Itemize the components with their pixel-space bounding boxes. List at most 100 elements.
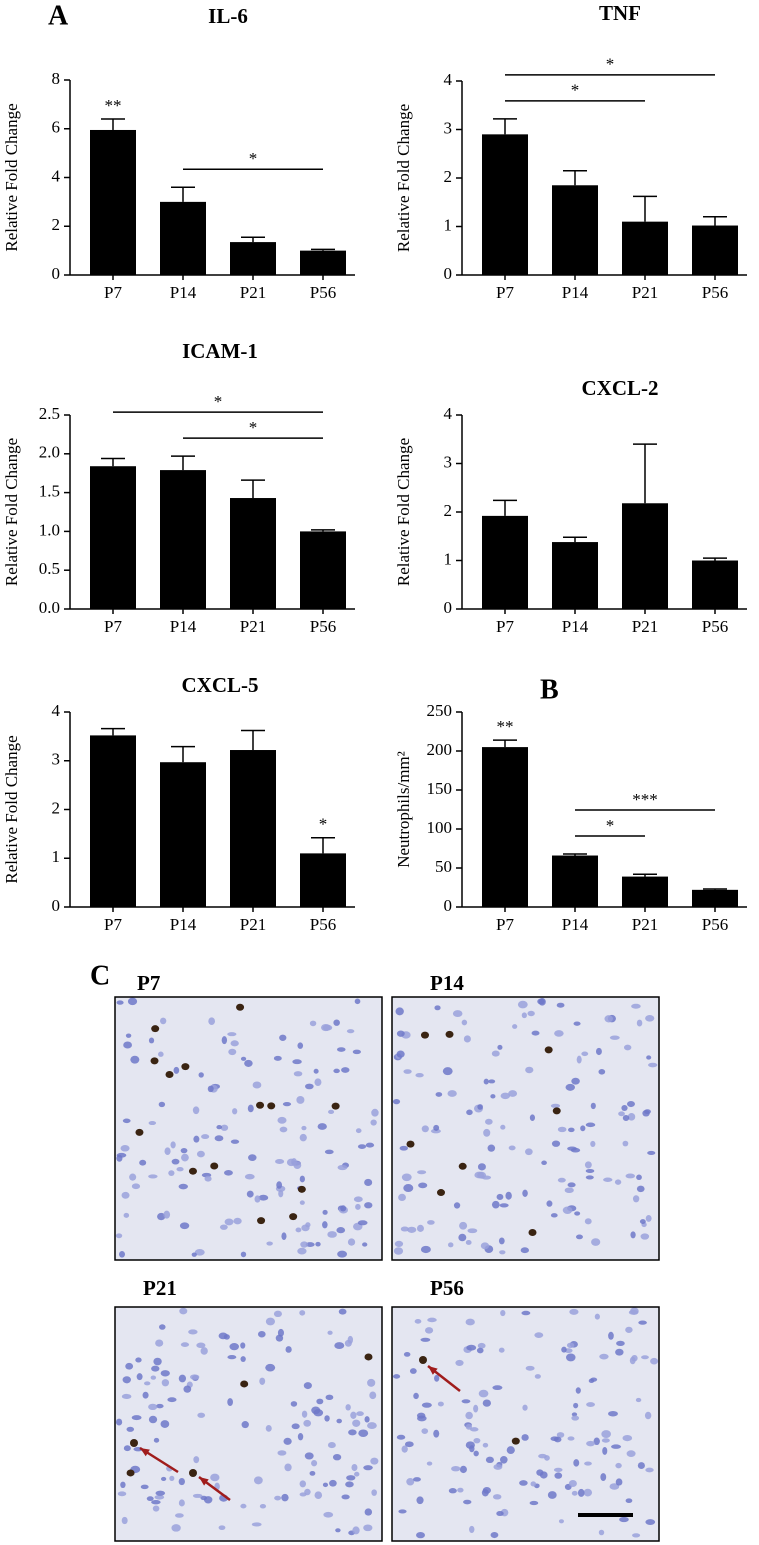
cell-nucleus	[371, 1489, 377, 1496]
cell-nucleus	[129, 1173, 137, 1181]
cell-nucleus	[191, 1252, 197, 1257]
cell-nucleus	[568, 1479, 577, 1488]
cell-nucleus	[414, 1319, 422, 1324]
cell-nucleus	[316, 1398, 324, 1405]
cell-nucleus	[180, 1342, 190, 1347]
x-tick-label: P56	[702, 915, 728, 934]
neutrophil	[297, 1185, 306, 1193]
significance: *	[249, 149, 258, 168]
cell-nucleus	[230, 1139, 240, 1144]
cell-nucleus	[571, 1415, 580, 1421]
cell-nucleus	[171, 1158, 180, 1165]
bar	[300, 250, 346, 275]
cell-nucleus	[281, 1493, 289, 1502]
bar	[482, 747, 528, 907]
y-tick-label: 0.5	[39, 559, 60, 578]
bar	[90, 466, 136, 609]
neutrophil	[135, 1128, 144, 1136]
neutrophil	[130, 1439, 138, 1447]
cell-nucleus	[571, 1412, 578, 1417]
cell-nucleus	[303, 1419, 312, 1427]
arrow-head	[428, 1366, 438, 1375]
cell-nucleus	[463, 1499, 472, 1505]
y-tick-label: 50	[435, 857, 452, 876]
cell-nucleus	[214, 1135, 224, 1142]
cell-nucleus	[341, 1067, 350, 1073]
cell-nucleus	[585, 1168, 595, 1173]
cell-nucleus	[159, 1017, 167, 1025]
cell-nucleus	[347, 1238, 356, 1246]
cell-nucleus	[556, 1432, 565, 1438]
micrograph-label: P14	[430, 971, 464, 995]
cell-nucleus	[297, 1433, 304, 1441]
neutrophil	[437, 1189, 446, 1197]
y-tick-label: 1.0	[39, 520, 60, 539]
bar	[90, 129, 136, 275]
cell-nucleus	[413, 1392, 419, 1400]
cell-nucleus	[155, 1490, 166, 1496]
cell-nucleus	[265, 1425, 272, 1432]
cell-nucleus	[622, 1140, 629, 1147]
x-tick-label: P56	[702, 617, 728, 636]
cell-nucleus	[488, 1079, 496, 1084]
cell-nucleus	[519, 1480, 528, 1486]
cell-nucleus	[163, 1210, 171, 1219]
cell-nucleus	[322, 1209, 328, 1215]
cell-nucleus	[485, 1118, 493, 1125]
cell-nucleus	[370, 1457, 379, 1465]
bar	[482, 515, 528, 609]
cell-nucleus	[485, 1456, 494, 1464]
cell-nucleus	[367, 1378, 376, 1387]
cell-nucleus	[364, 1416, 370, 1423]
cell-nucleus	[567, 1436, 575, 1441]
cell-nucleus	[396, 1030, 405, 1037]
cell-nucleus	[232, 1108, 238, 1115]
cell-nucleus	[599, 1353, 609, 1360]
cell-nucleus	[622, 1115, 630, 1121]
y-tick-label: 4	[52, 166, 61, 185]
neutrophil	[544, 1046, 553, 1054]
cell-nucleus	[452, 1010, 463, 1018]
cell-nucleus	[455, 1359, 464, 1367]
cell-nucleus	[257, 1330, 266, 1338]
neutrophil	[552, 1107, 561, 1115]
cell-nucleus	[646, 1055, 652, 1060]
bar	[90, 735, 136, 907]
cell-nucleus	[465, 1441, 475, 1449]
cell-nucleus	[492, 1494, 502, 1500]
cell-nucleus	[220, 1124, 229, 1131]
bar	[230, 750, 276, 907]
cell-nucleus	[148, 1174, 158, 1179]
panel-label: C	[90, 960, 110, 991]
cell-nucleus	[265, 1317, 275, 1326]
cell-nucleus	[135, 1357, 142, 1363]
y-tick-label: 8	[52, 69, 61, 88]
significance: *	[319, 815, 328, 834]
cell-nucleus	[292, 1059, 302, 1065]
cell-nucleus	[204, 1175, 212, 1182]
cell-nucleus	[522, 1189, 528, 1197]
neutrophil	[445, 1030, 454, 1038]
cell-nucleus	[621, 1105, 628, 1112]
x-tick-label: P7	[496, 617, 514, 636]
cell-nucleus	[473, 1450, 479, 1457]
cell-nucleus	[123, 1212, 130, 1218]
neutrophil	[331, 1102, 340, 1110]
y-tick-label: 150	[427, 779, 453, 798]
cell-nucleus	[493, 1464, 503, 1470]
cell-nucleus	[407, 1226, 417, 1233]
cell-nucleus	[561, 1346, 567, 1353]
cell-nucleus	[473, 1437, 481, 1444]
cell-nucleus	[442, 1067, 453, 1076]
cell-nucleus	[240, 1356, 246, 1363]
cell-nucleus	[566, 1342, 575, 1349]
cell-nucleus	[193, 1135, 200, 1143]
cell-nucleus	[304, 1452, 314, 1460]
cell-nucleus	[178, 1183, 188, 1190]
y-tick-label: 2	[52, 215, 61, 234]
cell-nucleus	[604, 1015, 613, 1023]
cell-nucleus	[392, 1099, 401, 1105]
cell-nucleus	[352, 1049, 361, 1055]
cell-nucleus	[299, 1480, 307, 1488]
cell-nucleus	[176, 1167, 184, 1172]
